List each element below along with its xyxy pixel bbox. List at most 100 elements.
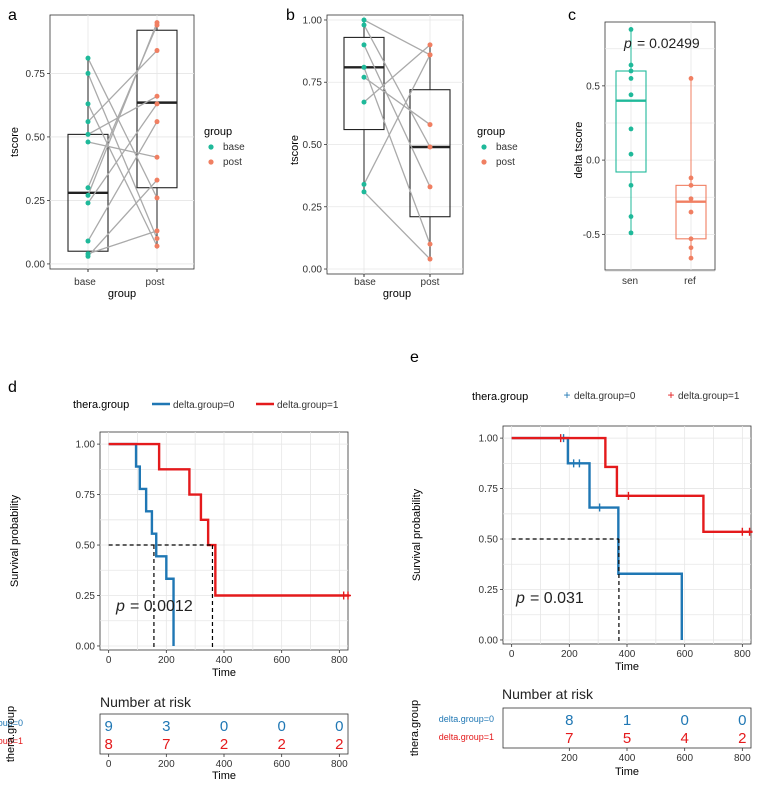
pd-risk-count-1: 8 bbox=[104, 736, 112, 753]
pa-ytick-label: 0.25 bbox=[26, 196, 46, 207]
panel-a-legend-swatch-post bbox=[208, 159, 214, 165]
pa-point-base bbox=[85, 55, 91, 61]
pe-risk-count-1: 4 bbox=[681, 730, 689, 747]
pb-point-post bbox=[427, 241, 433, 247]
pa-point-post bbox=[154, 236, 160, 242]
pb-point-post bbox=[427, 184, 433, 190]
pc-point-sen bbox=[628, 214, 634, 219]
pa-pair-line bbox=[87, 121, 158, 242]
pa-point-base bbox=[85, 238, 91, 244]
pd-risk-count-0: 9 bbox=[104, 718, 112, 735]
panel-a-xlabel: group bbox=[108, 288, 136, 300]
pb-ytick-label: 0.25 bbox=[303, 202, 323, 213]
pd-risk-xtick-label: 400 bbox=[216, 759, 233, 770]
pd-xtick-label: 400 bbox=[216, 655, 233, 666]
pe-censor-mark-0 bbox=[596, 503, 603, 512]
pd-risk-count-0: 0 bbox=[220, 718, 228, 735]
pa-ytick-label: 0.75 bbox=[26, 69, 46, 80]
pd-risk-count-1: 2 bbox=[278, 736, 286, 753]
pd-risk-count-1: 2 bbox=[335, 736, 343, 753]
panel-e: e thera.group + delta.group=0 + delta.gr… bbox=[409, 349, 753, 778]
pd-risk-count-1: 2 bbox=[220, 736, 228, 753]
pc-point-sen bbox=[628, 27, 634, 32]
panel-e-legend-swatch-0: + bbox=[563, 388, 570, 402]
panel-d-risk-title: Number at risk bbox=[100, 694, 192, 710]
pc-point-sen bbox=[628, 182, 634, 188]
pc-point-sen bbox=[628, 62, 634, 68]
pc-ytick-label: 0.5 bbox=[586, 81, 600, 92]
panel-b-ylabel: tscore bbox=[289, 135, 301, 165]
pa-point-post bbox=[154, 119, 160, 125]
panel-b-label: b bbox=[286, 7, 295, 24]
pe-xtick-label: 200 bbox=[561, 649, 578, 660]
pe-censor-mark-0 bbox=[570, 459, 577, 468]
panel-b-legend: group base post bbox=[477, 126, 518, 168]
pa-ytick-label: 0.00 bbox=[26, 259, 46, 270]
panel-e-legend-title: thera.group bbox=[472, 391, 528, 403]
pa-point-base bbox=[85, 70, 91, 76]
panel-e-legend-swatch-1: + bbox=[667, 388, 674, 402]
pb-point-base bbox=[361, 42, 367, 48]
pd-km-curve-1 bbox=[108, 442, 350, 597]
pa-point-post bbox=[154, 243, 160, 249]
pe-risk-xtick-label: 800 bbox=[734, 753, 751, 764]
panel-d-risk-row-label-0: delta.group=0 bbox=[0, 718, 23, 728]
pa-point-post bbox=[154, 154, 160, 160]
pd-risk-xtick-label: 0 bbox=[106, 759, 112, 770]
pc-ytick-label: -0.5 bbox=[583, 230, 601, 241]
panel-e-ylabel: Survival probability bbox=[411, 488, 423, 581]
panel-c-p-value: = 0.02499 bbox=[637, 35, 700, 51]
pe-xtick-label: 600 bbox=[676, 649, 693, 660]
pd-ytick-label: 0.25 bbox=[76, 591, 96, 602]
pa-point-base bbox=[85, 119, 91, 125]
pa-point-base bbox=[85, 101, 91, 107]
panel-e-risk-row-label-0: delta.group=0 bbox=[439, 714, 494, 724]
pb-point-post bbox=[427, 256, 433, 262]
panel-d-p-label: p bbox=[115, 598, 125, 615]
panel-e-p-value: = 0.031 bbox=[530, 590, 584, 607]
panel-d-legend-1: delta.group=1 bbox=[277, 400, 339, 411]
pb-point-base bbox=[361, 22, 367, 28]
panel-a-plot-area bbox=[49, 14, 195, 270]
pd-ytick-label: 0.75 bbox=[76, 490, 96, 501]
panel-c-label: c bbox=[568, 7, 576, 24]
pe-censor-mark-0 bbox=[576, 459, 583, 468]
pb-point-post bbox=[427, 52, 433, 58]
pb-point-base bbox=[361, 189, 367, 195]
pb-point-base bbox=[361, 181, 367, 187]
pe-risk-count-0: 1 bbox=[623, 712, 631, 729]
pa-pair-line bbox=[87, 179, 158, 257]
panel-e-legend-1: delta.group=1 bbox=[678, 391, 740, 402]
pa-point-post bbox=[154, 101, 160, 107]
pd-xtick-label: 600 bbox=[273, 655, 290, 666]
panel-d-label: d bbox=[8, 379, 17, 396]
pc-point-ref bbox=[688, 182, 694, 188]
pb-point-base bbox=[361, 64, 367, 70]
pa-pair-line bbox=[87, 230, 158, 255]
panel-d-risk-row-label-1: delta.group=1 bbox=[0, 736, 23, 746]
pd-ytick-label: 0.50 bbox=[76, 541, 96, 552]
panel-c-plot-area bbox=[604, 21, 716, 271]
pe-risk-xtick-label: 600 bbox=[676, 753, 693, 764]
pd-ytick-label: 0.00 bbox=[76, 641, 96, 652]
pb-point-base bbox=[361, 17, 367, 23]
pe-xtick-label: 400 bbox=[619, 649, 636, 660]
panel-d: d thera.group delta.group=0 delta.group=… bbox=[0, 379, 351, 782]
pa-point-base bbox=[85, 131, 91, 137]
pe-risk-count-1: 7 bbox=[565, 730, 573, 747]
pc-point-sen bbox=[628, 92, 634, 98]
panel-b-xlabel: group bbox=[383, 288, 411, 300]
pa-point-post bbox=[154, 48, 160, 54]
pa-point-base bbox=[85, 192, 91, 198]
pa-point-post bbox=[154, 195, 160, 201]
pc-ytick-label: 0.0 bbox=[586, 156, 600, 167]
pd-ytick-label: 1.00 bbox=[76, 440, 96, 451]
pa-point-base bbox=[85, 139, 91, 145]
pc-point-ref bbox=[688, 236, 694, 242]
pc-point-sen bbox=[628, 76, 634, 81]
pc-point-sen bbox=[628, 68, 634, 74]
panel-e-risk-area bbox=[502, 707, 752, 749]
pa-point-post bbox=[154, 93, 160, 99]
pc-point-ref bbox=[688, 245, 694, 251]
panel-d-legend-0: delta.group=0 bbox=[173, 400, 235, 411]
